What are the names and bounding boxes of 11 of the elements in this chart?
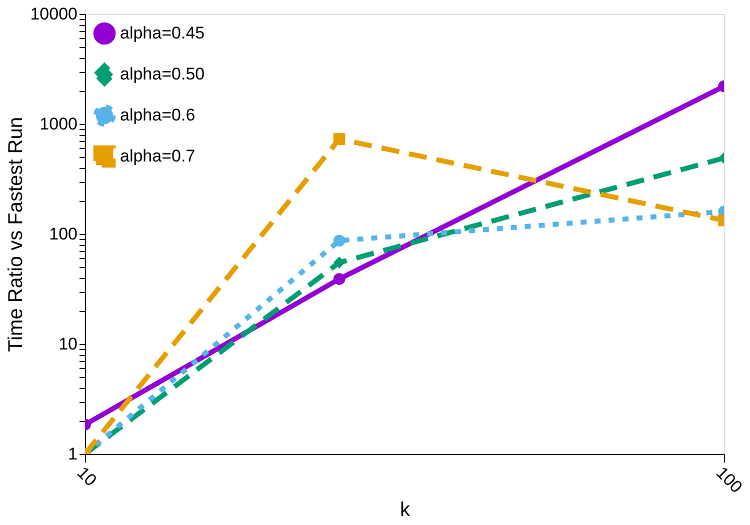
y-tick-label: 100 (49, 224, 78, 244)
legend-label: alpha=0.6 (120, 106, 196, 124)
y-tick-label: 10000 (30, 4, 78, 24)
legend-label: alpha=0.50 (120, 64, 205, 84)
legend-label: alpha=0.45 (120, 24, 205, 42)
legend-label: alpha=0.7 (120, 146, 196, 166)
y-tick-label: 1000 (40, 114, 78, 134)
y-tick-label: 10 (58, 334, 78, 354)
y-axis-title: Time Ratio vs Fastest Run (5, 117, 28, 352)
y-tick-label: 1 (68, 444, 78, 464)
x-axis-title: k (400, 498, 411, 521)
